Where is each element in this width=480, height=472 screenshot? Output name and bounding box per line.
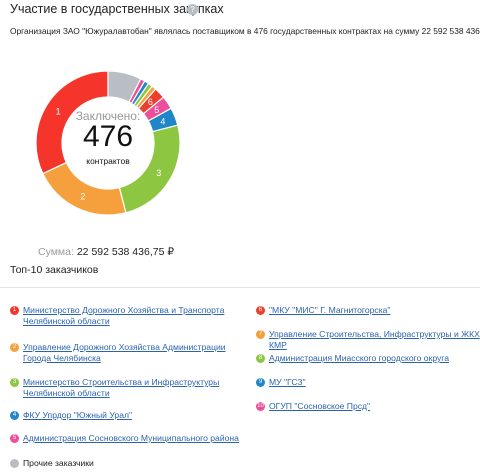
slice-label: 1 [56, 106, 61, 116]
legend-item[interactable]: ОГУП "Сосновское Прсд" [269, 401, 371, 411]
list-title: Топ-10 заказчиков [10, 264, 99, 276]
center-value: 476 [83, 120, 133, 153]
center-label: Заключено: [76, 109, 141, 123]
legend-marker: 5 [10, 434, 19, 443]
legend-marker: 7 [256, 330, 265, 339]
legend-item[interactable]: Администрация Миасского городского округ… [269, 353, 450, 363]
legend-marker: 8 [256, 354, 265, 363]
slice-label: 2 [80, 191, 85, 201]
title: Участие в государственных закупках [10, 2, 224, 16]
legend-marker: 3 [10, 378, 19, 387]
legend-item[interactable]: Управление Строительства, Инфраструктуры… [269, 329, 480, 350]
slice-label: 3 [156, 168, 161, 178]
legend-marker: 1 [10, 306, 19, 315]
sum: Сумма: 22 592 538 436,75 ₽ [38, 246, 174, 258]
legend-item[interactable]: Министерство Дорожного Хозяйства и Транс… [23, 305, 225, 326]
sum-label: Сумма: [38, 246, 74, 258]
legend-marker: 9 [256, 378, 265, 387]
legend-marker: 6 [256, 306, 265, 315]
separator [0, 287, 480, 288]
legend-marker: 10 [256, 402, 265, 411]
legend-item[interactable]: "МКУ "МИС" Г. Магнитогорска" [269, 305, 391, 315]
slice-label: 6 [148, 97, 153, 107]
legend-marker [10, 459, 19, 468]
sum-value: 22 592 538 436,75 ₽ [76, 246, 175, 258]
legend-item: Прочие заказчики [23, 458, 94, 468]
legend-item[interactable]: Администрация Сосновского Муниципального… [23, 433, 239, 443]
center-unit: контрактов [86, 156, 130, 166]
legend-item[interactable]: Министерство Строительства и Инфраструкт… [23, 377, 220, 398]
slice [42, 161, 127, 216]
legend-item[interactable]: МУ "ГСЗ" [269, 377, 306, 387]
slice [107, 70, 142, 103]
legend-item[interactable]: ФКУ Упрдор "Южный Урал" [23, 410, 133, 420]
legend-item[interactable]: Управление Дорожного Хозяйства Администр… [23, 342, 226, 363]
help-icon[interactable]: ? [187, 4, 198, 15]
legend-marker: 2 [10, 343, 19, 352]
donut-chart: Заключено: 476 контрактов 1 2 3 456 [35, 70, 181, 216]
slice-label: 4 [160, 116, 165, 126]
slice-label: 5 [154, 105, 159, 115]
legend-marker: 4 [10, 411, 19, 420]
description: Организация ЗАО "Южуралавтобан" являлась… [10, 26, 480, 36]
